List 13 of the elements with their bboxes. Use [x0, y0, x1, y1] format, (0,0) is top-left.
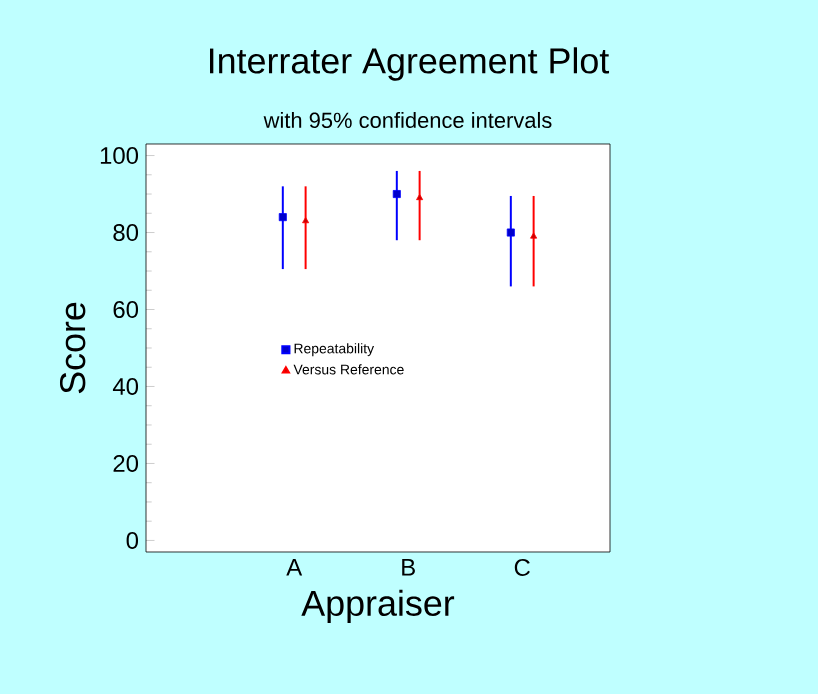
y-tick-label: 40: [112, 378, 139, 395]
x-tick-label: A: [286, 559, 303, 576]
y-tick-label: 80: [113, 224, 139, 241]
y-axis-title: Score: [59, 302, 86, 394]
y-tick-label: 100: [100, 147, 139, 164]
y-tick-label: 0: [126, 531, 139, 549]
x-axis-title: Appraiser: [301, 589, 455, 624]
x-tick-label: B: [402, 559, 415, 576]
x-tick-label: C: [514, 559, 530, 576]
y-tick-label: 20: [113, 455, 139, 472]
y-tick-label: 60: [113, 301, 139, 318]
chart-subtitle: with 95% confidence intervals: [263, 111, 552, 129]
chart-title: Interrater Agreement Plot: [209, 47, 610, 81]
